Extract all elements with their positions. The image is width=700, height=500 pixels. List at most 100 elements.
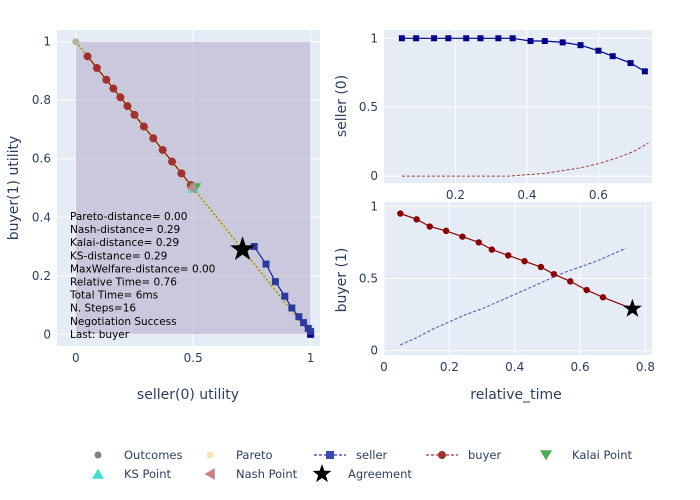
annotation-line: Nash-distance= 0.29 [70, 224, 180, 236]
seller-time-y-tick-label: 0 [370, 169, 378, 183]
buyer-time-x-tick-label: 0.2 [440, 360, 459, 374]
legend-circle-icon [438, 451, 446, 459]
buyer-utility-point [426, 223, 433, 230]
annotation-line: Pareto-distance= 0.00 [70, 211, 187, 223]
legend-square-icon [326, 451, 334, 459]
seller-offer-point [304, 324, 312, 332]
seller-utility-point [577, 42, 584, 49]
buyer-utility-point [599, 294, 607, 301]
buyer-offer-point [158, 145, 167, 154]
seller-utility-point [398, 35, 405, 42]
seller-time-y-tick-label: 0.5 [359, 100, 378, 114]
legend-triangle-left-icon [204, 468, 215, 480]
utility-y-tick-label: 1 [43, 35, 51, 49]
seller-time-x-tick-label: 0.4 [517, 188, 536, 202]
buyer-time-marks [397, 210, 642, 346]
buyer-time-y-tick-label: 0 [370, 344, 378, 358]
buyer-time-x-tick-label: 0 [380, 360, 388, 374]
legend: Outcomes Pareto seller buyer Kalai Point KS P… [92, 448, 633, 483]
buyer-time-x-tick-label: 0.6 [571, 360, 590, 374]
legend-label: Kalai Point [572, 448, 633, 462]
buyer-offer-point [116, 93, 125, 102]
annotation-line: Kalai-distance= 0.29 [70, 237, 179, 249]
utility-y-tick-label: 0.4 [32, 210, 51, 224]
annotation-line: Total Time= 6ms [69, 290, 158, 302]
legend-item-buyer: buyer [426, 448, 501, 462]
buyer-utility-for-seller-line [401, 142, 649, 177]
agreement-star [230, 236, 255, 260]
buyer-time-y-tick-label: 0.5 [359, 272, 378, 286]
agreement-star-time [622, 298, 642, 317]
utility-x-tick-label: 0 [72, 351, 80, 365]
legend-label: seller [356, 448, 388, 462]
buyer-utility-point [488, 246, 496, 253]
buyer-time-x-tick-label: 0.4 [505, 360, 524, 374]
legend-star-icon [312, 464, 332, 483]
utility-y-axis-title: buyer(1) utility [6, 136, 22, 241]
buyer-utility-point [550, 270, 558, 278]
buyer-offer-point [92, 64, 101, 73]
seller-time-panel: 0.2 0.4 0.6 0 0.5 1 seller (0) [334, 30, 652, 202]
seller-time-plot-area [384, 30, 652, 183]
utility-panel: 0 0.5 1 0 0.2 0.4 0.6 0.8 1 Pareto-distance= 0.0… [6, 30, 320, 403]
legend-label: KS Point [124, 467, 172, 481]
seller-utility-point [413, 35, 420, 42]
buyer-time-x-axis-title: relative_time [470, 387, 561, 403]
annotation-line: N. Steps=16 [70, 303, 136, 315]
annotation-line: Last: buyer [70, 329, 130, 341]
buyer-utility-point [537, 263, 545, 271]
legend-item-agreement: Agreement [312, 464, 412, 483]
buyer-offer-point [109, 84, 118, 93]
seller-utility-point [609, 53, 616, 60]
seller-utility-for-buyer-line [400, 247, 627, 346]
legend-item-ks-point: KS Point [92, 467, 172, 481]
legend-triangle-down-icon [540, 450, 552, 461]
utility-y-tick-label: 0.8 [32, 93, 51, 107]
legend-item-seller: seller [314, 448, 388, 462]
legend-label: Outcomes [124, 448, 182, 462]
seller-utility-point [541, 38, 548, 45]
seller-utility-point [595, 47, 602, 54]
buyer-utility-point [583, 286, 590, 294]
seller-time-ticks: 0.2 0.4 0.6 0 0.5 1 [359, 31, 608, 202]
annotation-line: KS-distance= 0.29 [70, 250, 167, 262]
legend-item-nash-point: Nash Point [204, 467, 298, 481]
buyer-utility-point [504, 252, 512, 259]
annotation-line: MaxWelfare-distance= 0.00 [70, 263, 215, 275]
seller-utility-point [627, 60, 634, 67]
seller-utility-point [463, 35, 470, 42]
seller-utility-point [495, 35, 502, 42]
utility-x-tick-label: 1 [307, 351, 315, 365]
legend-item-pareto: Pareto [206, 448, 273, 462]
seller-utility-point [477, 35, 484, 42]
buyer-time-x-tick-label: 0.8 [636, 360, 655, 374]
buyer-utility-point [521, 257, 528, 265]
buyer-offer-point [130, 110, 139, 119]
legend-item-outcomes: Outcomes [94, 448, 182, 462]
seller-offer-point [295, 313, 303, 321]
utility-y-tick-label: 0 [43, 327, 51, 341]
legend-triangle-up-icon [92, 468, 104, 479]
seller-utility-point [527, 38, 534, 45]
buyer-time-y-tick-label: 1 [370, 199, 378, 213]
seller-utility-point [445, 35, 452, 42]
utility-x-axis-title: seller(0) utility [137, 387, 239, 403]
seller-time-x-tick-label: 0.2 [446, 188, 465, 202]
legend-dot-icon [94, 451, 102, 459]
buyer-offer-point [168, 157, 177, 166]
buyer-offer-point [177, 169, 186, 178]
seller-offer-point [271, 278, 279, 286]
seller-offer-point [300, 319, 308, 327]
utility-marks [72, 38, 315, 338]
seller-utility-line [401, 37, 646, 72]
buyer-utility-point [397, 210, 404, 217]
seller-offer-point [281, 292, 289, 300]
seller-utility-point [509, 35, 516, 42]
buyer-offer-point [149, 134, 158, 143]
legend-label: Nash Point [236, 467, 298, 481]
legend-item-kalai-point: Kalai Point [540, 448, 633, 462]
buyer-time-grid [383, 202, 652, 355]
buyer-utility-point [442, 227, 450, 235]
